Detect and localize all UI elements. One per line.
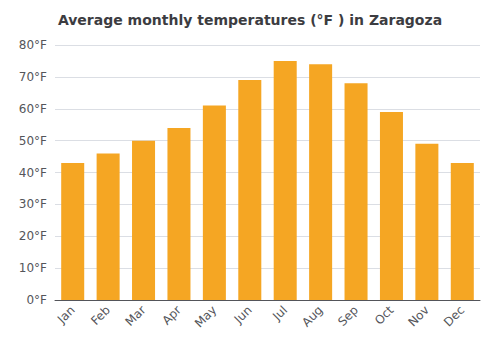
svg-text:80°F: 80°F: [19, 38, 47, 52]
svg-text:0°F: 0°F: [26, 293, 47, 307]
svg-text:Mar: Mar: [123, 303, 149, 329]
svg-text:Aug: Aug: [299, 303, 325, 329]
svg-text:May: May: [192, 303, 219, 330]
svg-text:Oct: Oct: [372, 303, 397, 328]
svg-text:40°F: 40°F: [19, 166, 47, 180]
svg-text:Jul: Jul: [269, 303, 290, 324]
svg-text:10°F: 10°F: [19, 261, 47, 275]
svg-text:50°F: 50°F: [19, 134, 47, 148]
svg-text:Average monthly temperatures (: Average monthly temperatures (°F ) in Za…: [58, 12, 442, 28]
svg-text:Jan: Jan: [54, 303, 78, 327]
svg-text:Apr: Apr: [159, 303, 184, 328]
svg-text:70°F: 70°F: [19, 70, 47, 84]
svg-text:60°F: 60°F: [19, 102, 47, 116]
svg-text:20°F: 20°F: [19, 229, 47, 243]
svg-text:Jun: Jun: [231, 303, 255, 327]
svg-text:Nov: Nov: [405, 303, 431, 329]
svg-text:Dec: Dec: [441, 303, 467, 329]
svg-text:30°F: 30°F: [19, 197, 47, 211]
svg-text:Sep: Sep: [335, 303, 361, 329]
svg-text:Feb: Feb: [88, 303, 113, 328]
